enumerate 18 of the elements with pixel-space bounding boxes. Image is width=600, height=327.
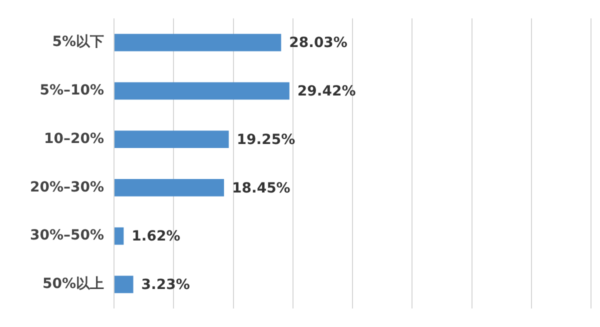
bar (114, 227, 124, 245)
data-label: 28.03% (289, 35, 348, 52)
data-label: 3.23% (141, 277, 190, 294)
bar (114, 178, 224, 196)
y-tick-label: 50%以上 (42, 276, 104, 292)
data-label: 19.25% (236, 132, 296, 148)
y-tick-label: 10–20% (44, 130, 104, 147)
bar (114, 130, 229, 148)
data-label: 29.42% (297, 84, 356, 100)
y-tick-label: 5%以下 (52, 34, 104, 50)
bar (114, 34, 282, 52)
data-label: 18.45% (232, 180, 290, 196)
y-tick-label: 30%–50% (30, 228, 104, 244)
data-label: 1.62% (132, 228, 180, 245)
y-tick-label: 20%–30% (30, 179, 104, 196)
y-tick-label: 5%–10% (40, 82, 104, 99)
bar (114, 276, 134, 294)
bar (114, 82, 290, 100)
